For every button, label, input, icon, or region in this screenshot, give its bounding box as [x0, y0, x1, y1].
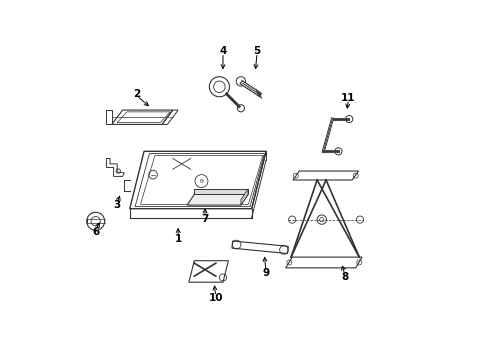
Text: 5: 5 [253, 46, 260, 56]
Text: 6: 6 [92, 227, 99, 237]
Text: 7: 7 [201, 215, 208, 224]
Text: θ: θ [199, 179, 203, 184]
Text: 8: 8 [341, 272, 348, 282]
Polygon shape [194, 189, 247, 194]
Text: 4: 4 [219, 46, 226, 56]
Text: 2: 2 [133, 89, 140, 99]
Text: 11: 11 [341, 93, 355, 103]
Polygon shape [187, 194, 247, 205]
Text: 10: 10 [208, 293, 223, 303]
Polygon shape [241, 189, 247, 205]
Text: 9: 9 [262, 268, 269, 278]
Text: 3: 3 [113, 200, 121, 210]
Text: 1: 1 [174, 234, 182, 244]
